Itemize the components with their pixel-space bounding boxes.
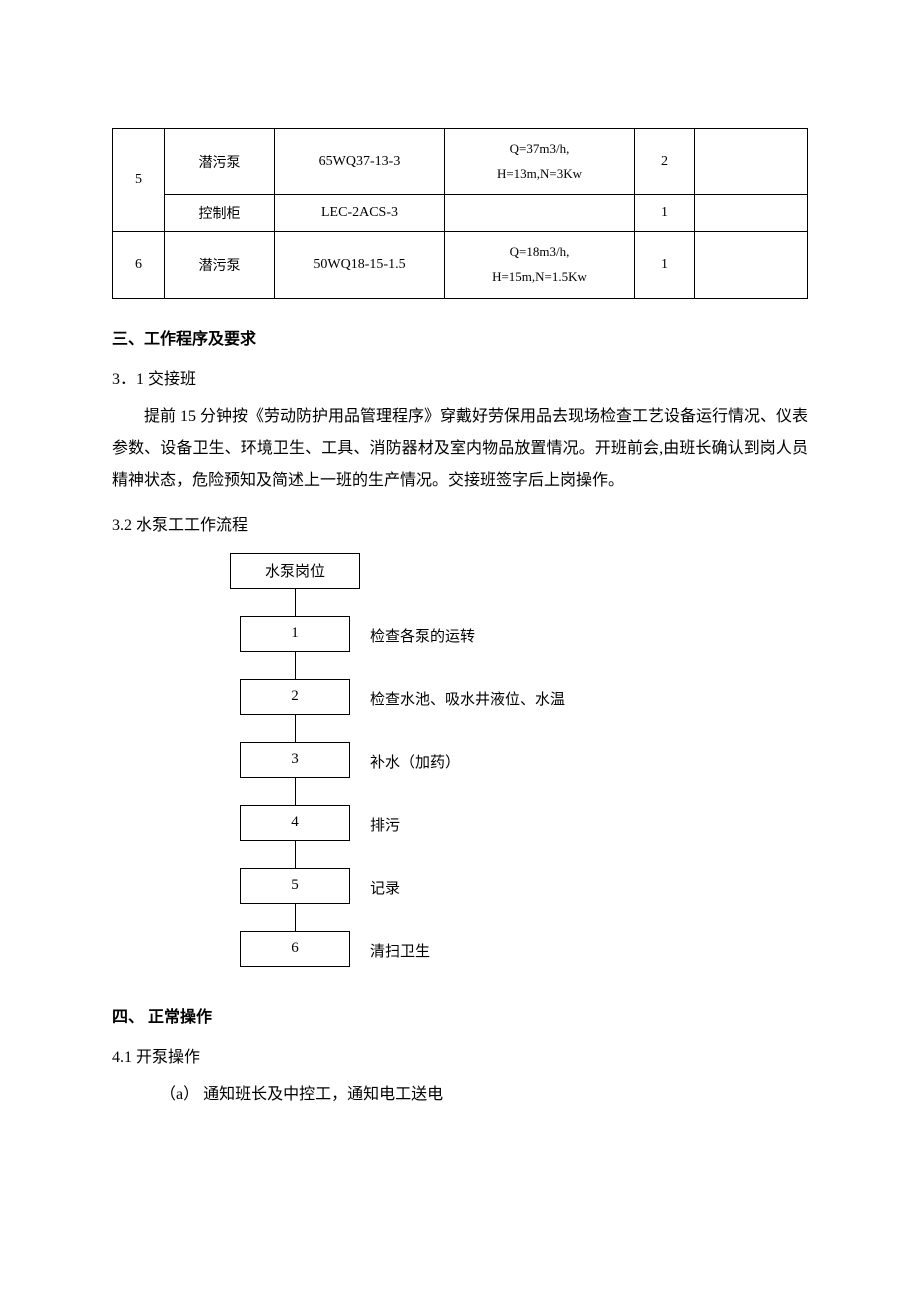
cell-model: LEC-2ACS-3	[275, 195, 445, 232]
flowchart: 水泵岗位 1 检查各泵的运转 2 检查水池、吸水井液位、水温 3 补水（加药） 4 排污 5 记录 6…	[160, 553, 808, 977]
flow-step-box: 5	[240, 868, 350, 904]
cell-note	[695, 129, 808, 195]
cell-index: 5	[113, 129, 165, 232]
cell-note	[695, 195, 808, 232]
table-row: 控制柜LEC-2ACS-3 1	[113, 195, 808, 232]
equipment-table: 5潜污泵65WQ37-13-3Q=37m3/h,H=13m,N=3Kw2控制柜L…	[112, 128, 808, 299]
section-3-2-title: 3.2 水泵工工作流程	[112, 511, 808, 535]
page: 5潜污泵65WQ37-13-3Q=37m3/h,H=13m,N=3Kw2控制柜L…	[0, 0, 920, 1302]
cell-qty: 1	[635, 232, 695, 298]
flow-connector	[295, 715, 296, 742]
cell-name: 潜污泵	[165, 129, 275, 195]
flow-connector	[295, 778, 296, 805]
table-row: 5潜污泵65WQ37-13-3Q=37m3/h,H=13m,N=3Kw2	[113, 129, 808, 195]
cell-name: 控制柜	[165, 195, 275, 232]
flow-step-label: 检查各泵的运转	[370, 625, 475, 646]
section-4-1-item-a: （a） 通知班长及中控工，通知电工送电	[160, 1079, 808, 1111]
section-4-title: 四、 正常操作	[112, 1003, 808, 1027]
flow-step-box: 6	[240, 931, 350, 967]
table-row: 6潜污泵50WQ18-15-1.5Q=18m3/h,H=15m,N=1.5Kw1	[113, 232, 808, 298]
section-3-title: 三、工作程序及要求	[112, 325, 808, 349]
flow-step-label: 排污	[370, 814, 400, 835]
flow-step-label: 清扫卫生	[370, 940, 430, 961]
cell-model: 65WQ37-13-3	[275, 129, 445, 195]
flow-step-label: 检查水池、吸水井液位、水温	[370, 688, 565, 709]
cell-spec: Q=37m3/h,H=13m,N=3Kw	[445, 129, 635, 195]
cell-qty: 2	[635, 129, 695, 195]
section-3-1-body: 提前 15 分钟按《劳动防护用品管理程序》穿戴好劳保用品去现场检查工艺设备运行情…	[112, 401, 808, 497]
section-3-1-title: 3．1 交接班	[112, 365, 808, 389]
cell-qty: 1	[635, 195, 695, 232]
flow-connector	[295, 841, 296, 868]
flow-step-box: 1	[240, 616, 350, 652]
cell-model: 50WQ18-15-1.5	[275, 232, 445, 298]
flow-step-box: 2	[240, 679, 350, 715]
flow-step-box: 4	[240, 805, 350, 841]
flow-connector	[295, 652, 296, 679]
cell-spec: Q=18m3/h,H=15m,N=1.5Kw	[445, 232, 635, 298]
cell-index: 6	[113, 232, 165, 298]
flow-connector	[295, 904, 296, 931]
cell-note	[695, 232, 808, 298]
flow-step-box: 3	[240, 742, 350, 778]
cell-name: 潜污泵	[165, 232, 275, 298]
section-4-1-title: 4.1 开泵操作	[112, 1043, 808, 1067]
flow-step-label: 记录	[370, 877, 400, 898]
flow-step-label: 补水（加药）	[370, 751, 460, 772]
flow-root: 水泵岗位	[230, 553, 360, 589]
cell-spec	[445, 195, 635, 232]
flow-connector	[295, 589, 296, 616]
